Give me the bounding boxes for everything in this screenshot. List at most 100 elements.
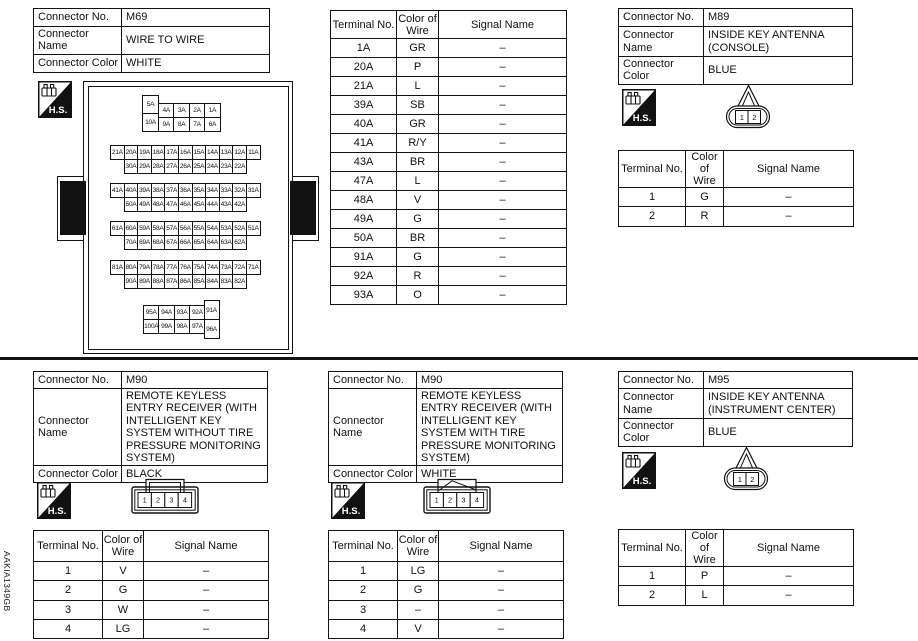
connector-name-label: Connector Name	[618, 26, 704, 57]
terminal-cell: 4	[33, 618, 103, 640]
terminal-cell: –	[438, 599, 564, 620]
connector-color-value: WHITE	[121, 53, 270, 73]
pin-86A: 86A	[177, 274, 193, 289]
pin-13A: 13A	[218, 145, 234, 160]
terminal-cell: –	[438, 190, 567, 210]
terminal-cell: 2	[618, 585, 686, 606]
pin-33A: 33A	[218, 183, 234, 198]
terminal-cell: 2	[33, 580, 103, 601]
terminal-row: 1A GR –	[330, 38, 567, 58]
connector-name-label: Connector Name	[33, 26, 122, 55]
terminal-cell: L	[396, 171, 439, 191]
terminal-cell: –	[438, 209, 567, 229]
hs-icon: H.S.	[622, 452, 656, 494]
pin-3: 3	[170, 498, 174, 505]
pin-28A: 28A	[150, 159, 166, 174]
pin-70A: 70A	[123, 235, 139, 250]
hs-connector-glyph-icon	[40, 484, 56, 498]
terminal-cell: R	[396, 266, 439, 286]
terminal-cell: V	[102, 560, 144, 582]
pin-4A: 4A	[158, 103, 175, 118]
pin-38A: 38A	[150, 183, 166, 198]
hs-connector-glyph-icon	[625, 454, 641, 468]
info-table-m89: Connector No. M89 Connector Name INSIDE …	[618, 8, 853, 85]
pin-row: 9A 8A 7A 6A	[158, 117, 221, 132]
pin-32A: 32A	[232, 183, 247, 198]
terminal-cell: 2	[328, 580, 398, 601]
terminal-cell: 1	[328, 560, 398, 582]
pin-82A: 82A	[232, 274, 247, 289]
connector-no-value: M89	[703, 8, 853, 27]
terminal-row: 3 W –	[33, 599, 269, 620]
pin-row: 70A 69A 68A 67A 66A 65A 64A 63A 62A	[123, 235, 247, 250]
m90a-connector-symbol: 1 2 3 4	[130, 477, 200, 520]
terminal-cell: 4	[328, 618, 398, 640]
pin-10A: 10A	[142, 113, 159, 132]
pin-94A: 94A	[158, 305, 175, 320]
pin-row: 30A 29A 28A 27A 26A 25A 24A 23A 22A	[123, 159, 247, 174]
pin-79A: 79A	[137, 260, 152, 275]
terminal-cell: BR	[396, 228, 439, 248]
pin-96A: 96A	[203, 319, 220, 339]
pin-4: 4	[183, 498, 187, 505]
pin-87A: 87A	[164, 274, 179, 289]
terminal-row: 1 P –	[618, 565, 854, 587]
signal-name-header: Signal Name	[438, 10, 567, 39]
terminal-cell: 39A	[330, 95, 397, 115]
pin-53A: 53A	[218, 221, 234, 236]
hs-label: H.S.	[49, 105, 67, 116]
pin-1: 1	[435, 498, 439, 505]
pin-26A: 26A	[177, 159, 193, 174]
terminal-cell: –	[438, 57, 567, 77]
connector-no-label: Connector No.	[33, 8, 122, 27]
terminal-cell: 20A	[330, 57, 397, 77]
terminal-row: 40A GR –	[330, 114, 567, 134]
terminal-cell: –	[143, 580, 269, 601]
pin-row: 21A 20A 19A 18A 17A 16A 15A 14A 13A 12A 11A	[110, 145, 261, 160]
pin-84A: 84A	[205, 274, 220, 289]
pin-row: 90A 89A 88A 87A 86A 85A 84A 83A 82A	[123, 274, 247, 289]
terminal-cell: –	[143, 560, 269, 582]
terminal-cell: –	[438, 618, 564, 640]
terminal-cell: –	[438, 560, 564, 582]
terminal-cell: –	[438, 228, 567, 248]
hs-icon: H.S.	[38, 81, 72, 123]
pin-29A: 29A	[137, 159, 152, 174]
pin-43A: 43A	[218, 197, 234, 212]
pin-77A: 77A	[164, 260, 179, 275]
terminal-cell: –	[438, 266, 567, 286]
pin-58A: 58A	[150, 221, 166, 236]
terminal-row: 21A L –	[330, 76, 567, 96]
terminal-cell: –	[438, 133, 567, 153]
hs-connector-glyph-icon	[625, 91, 641, 105]
pin-75A: 75A	[191, 260, 207, 275]
terminal-cell: BR	[396, 152, 439, 172]
pin-21A: 21A	[110, 145, 125, 160]
pin-39A: 39A	[137, 183, 152, 198]
pin-1: 1	[143, 498, 147, 505]
terminal-cell: R/Y	[396, 133, 439, 153]
terminal-row: 2 G –	[33, 580, 269, 601]
pin-11A: 11A	[245, 145, 261, 160]
hs-connector-glyph-icon	[334, 484, 350, 498]
terminal-row: 92A R –	[330, 266, 567, 286]
pin-67A: 67A	[164, 235, 179, 250]
terminal-cell: 40A	[330, 114, 397, 134]
pin-44A: 44A	[205, 197, 220, 212]
pin-24A: 24A	[205, 159, 220, 174]
pin-31A: 31A	[245, 183, 261, 198]
terminal-row: 4 V –	[328, 618, 564, 640]
pin-60A: 60A	[123, 221, 139, 236]
terminal-row: 4 LG –	[33, 618, 269, 640]
hs-icon: H.S.	[37, 482, 71, 524]
terminal-cell: –	[143, 618, 269, 640]
pin-57A: 57A	[164, 221, 179, 236]
hs-connector-glyph-icon	[41, 83, 57, 97]
pin-48A: 48A	[150, 197, 166, 212]
pin-81A: 81A	[110, 260, 125, 275]
info-table-m90a: Connector No. M90 Connector Name REMOTE KE…	[33, 371, 268, 484]
terminal-cell: 47A	[330, 171, 397, 191]
